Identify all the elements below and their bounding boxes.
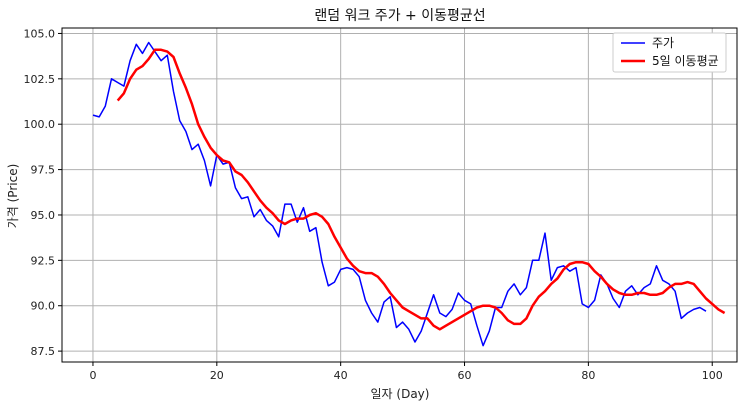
x-tick-label: 20 [210, 369, 224, 382]
x-tick-label: 60 [458, 369, 472, 382]
y-tick-label: 100.0 [24, 118, 56, 131]
legend-label-price: 주가 [652, 36, 674, 50]
legend: 주가 5일 이동평균 [612, 32, 727, 73]
chart-title: 랜덤 워크 주가 + 이동평균선 [314, 8, 485, 24]
y-tick-label: 102.5 [24, 73, 56, 86]
y-axis-label: 가격 (Price) [6, 164, 20, 229]
axis-ticks: 0 20 40 60 80 100 87.5 90.0 92.5 95.0 97.5 100.0 102… [24, 27, 723, 382]
x-tick-label: 100 [702, 369, 723, 382]
y-tick-label: 87.5 [31, 345, 56, 358]
y-tick-label: 97.5 [31, 164, 56, 177]
x-tick-label: 40 [334, 369, 348, 382]
moving-average-line [116, 48, 726, 331]
y-tick-label: 95.0 [31, 209, 56, 222]
plot-area-frame [61, 27, 738, 363]
legend-label-ma5: 5일 이동평균 [652, 54, 719, 68]
x-tick-label: 80 [581, 369, 595, 382]
series-lines [92, 41, 726, 347]
y-tick-label: 90.0 [31, 300, 56, 313]
grid [62, 28, 737, 362]
y-tick-label: 105.0 [24, 27, 56, 40]
y-tick-label: 92.5 [31, 254, 56, 267]
x-axis-label: 일자 (Day) [371, 387, 430, 401]
x-tick-label: 0 [89, 369, 96, 382]
